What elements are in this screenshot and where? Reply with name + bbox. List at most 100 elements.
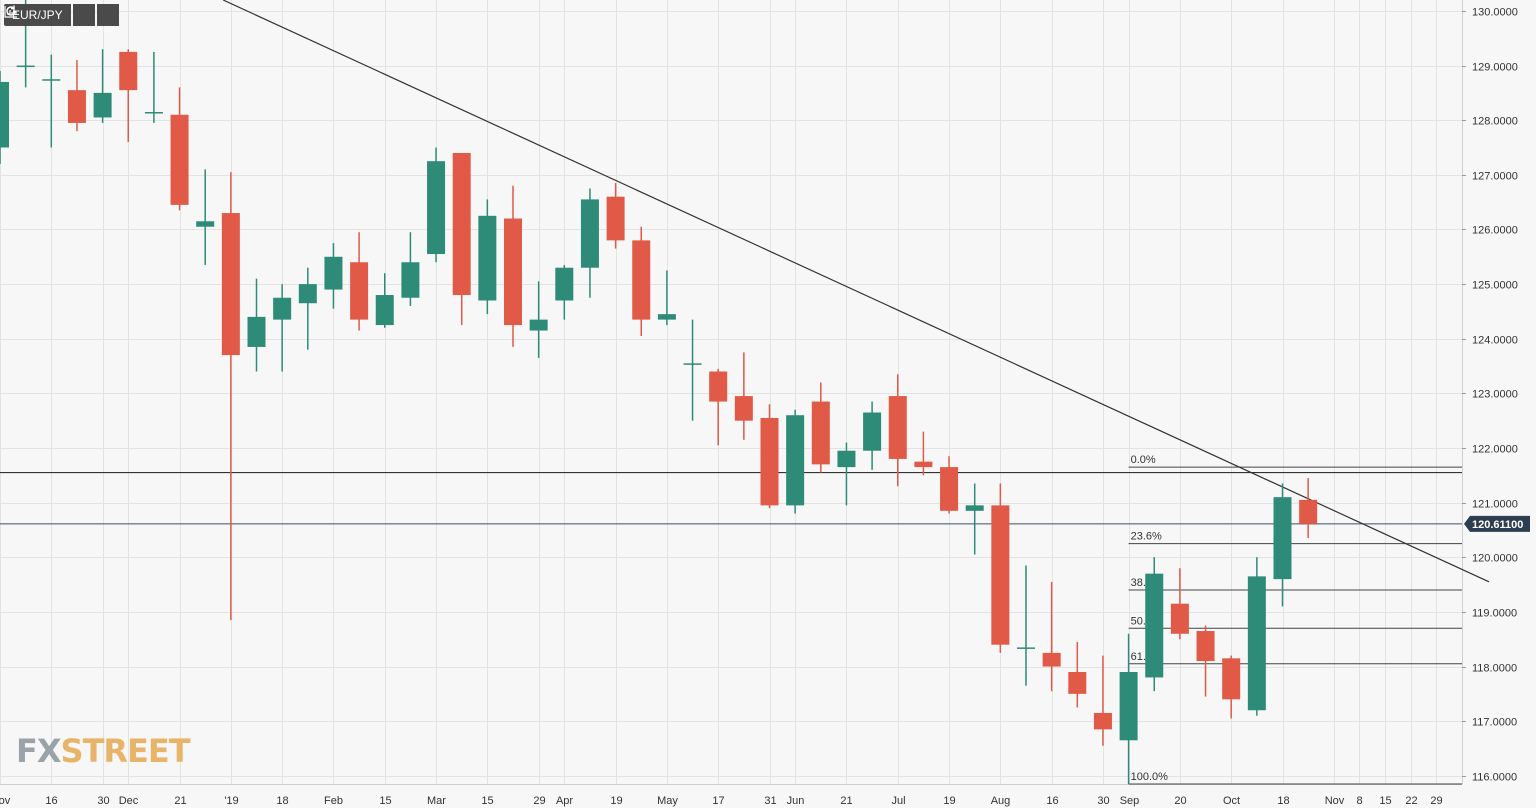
x-tick-label: Jul [891,795,905,807]
candle-body [170,114,189,205]
x-tick-label: 17 [712,795,724,807]
candle-body [555,267,574,301]
candle-body [221,213,240,356]
x-tick-label: '19 [224,795,238,807]
candle-body [1170,603,1189,634]
x-tick-label: 18 [1277,795,1289,807]
candle-body [606,196,625,241]
horizontal-lines [0,471,1462,525]
candle-body [1042,652,1061,667]
candle-body [1299,499,1318,524]
candle-body [119,51,138,91]
candle-body [760,417,779,506]
x-tick-label: 21 [174,795,186,807]
candle-body [247,316,266,347]
x-tick-label: Apr [556,795,573,807]
x-tick-label: 19 [610,795,622,807]
candle-body [888,396,907,459]
price-tag-bg [1464,515,1530,532]
fxstreet-logo: FXSTREET [16,732,191,770]
candle-body [93,92,112,118]
candle-body [1068,672,1087,694]
x-tick-label: 15 [481,795,493,807]
candle-body [42,79,61,81]
candle-body [657,314,676,320]
y-tick-label: 124.0000 [1472,335,1518,347]
y-tick-label: 116.0000 [1472,772,1517,784]
x-axis: Nov 16 30 Dec 21 '19 18 Feb 15 Mar 15 29 Apr 19 May 17 3… [0,795,1443,807]
x-tick-label: Mar [427,795,446,807]
downtrend-line [222,0,1490,583]
fib-level-label: 100.0% [1131,771,1169,783]
y-tick-label: 129.0000 [1472,62,1518,74]
candle-body [683,363,702,365]
y-tick-label: 130.0000 [1472,7,1518,19]
candle-body [67,90,86,123]
candle-body [504,218,522,326]
x-tick-label: 19 [943,795,955,807]
x-tick-label: Nov [0,795,11,807]
symbol-label[interactable]: EUR/JPY [4,4,71,26]
x-tick-label: 21 [840,795,852,807]
candle-body [709,371,728,402]
x-tick-label: Nov [1325,795,1345,807]
candle-body [298,284,317,304]
candle-body [1119,672,1138,741]
candle-body [991,505,1010,645]
x-tick-label: Aug [991,795,1011,807]
trendline [222,0,1490,583]
candle-body [940,467,959,511]
candle-body [529,319,548,331]
candle-body [580,199,599,268]
refresh-icon[interactable] [6,4,95,26]
candle-body [1273,497,1292,580]
candle-body [863,412,882,451]
candle-body [0,81,9,148]
x-tick-label: 29 [533,795,545,807]
price-tag-label: 120.61100 [1472,519,1523,531]
x-tick-label: 18 [276,795,288,807]
fib-level-label: 0.0% [1131,454,1156,466]
y-axis: 130.0000 129.0000 128.0000 127.0000 126.0000… [1462,7,1518,784]
candle-body [786,415,805,506]
x-tick-label: 16 [1046,795,1058,807]
x-tick-label: 29 [1430,795,1442,807]
candle-body [1145,573,1164,678]
candle-body [1093,712,1112,730]
candle-body [837,450,856,468]
fib-level-label: 23.6% [1131,531,1162,543]
x-tick-label: Sep [1120,795,1140,807]
x-tick-label: 31 [764,795,776,807]
candle-body [16,65,35,68]
chart-grid [0,0,1463,785]
y-tick-label: 125.0000 [1472,280,1518,292]
current-price-tag: 120.61100 [1464,515,1530,532]
x-tick-label: Dec [119,795,139,807]
x-tick-label: Feb [324,795,343,807]
chart-toolbar: EUR/JPY [4,4,119,26]
candle-body [144,112,163,114]
x-tick-label: 30 [1097,795,1109,807]
candle-body [196,221,215,227]
candle-body [632,240,651,320]
y-tick-label: 120.0000 [1472,553,1518,565]
candle-body [350,262,369,320]
x-tick-label: 8 [1356,795,1362,807]
y-tick-label: 118.0000 [1472,663,1517,675]
candle-body [324,256,343,290]
candles [0,0,1318,784]
x-tick-label: 16 [45,795,57,807]
candle-body [811,401,830,465]
candle-body [478,215,497,301]
candle-body [273,297,292,320]
candle-body [427,161,446,255]
indicators-icon[interactable] [4,4,119,26]
x-tick-label: 15 [379,795,391,807]
x-tick-label: 22 [1405,795,1417,807]
candle-body [1247,576,1266,711]
y-tick-label: 119.0000 [1472,608,1517,620]
x-tick-label: 15 [1379,795,1391,807]
x-tick-label: 20 [1174,795,1186,807]
